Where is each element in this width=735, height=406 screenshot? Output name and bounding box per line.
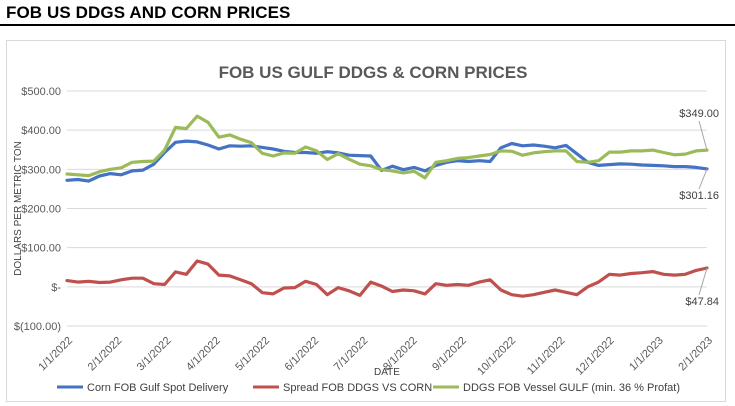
callout-leader (698, 267, 708, 296)
x-tick-label: 11/1/2022 (525, 335, 568, 378)
y-axis-ticks: $500.00 $400.00 $300.00 $200.00 $100.00 $- $(1… (14, 86, 61, 333)
y-tick-label: $100.00 (21, 243, 61, 255)
y-tick-label: $500.00 (21, 86, 61, 98)
y-tick-label: $400.00 (21, 125, 61, 137)
x-tick-label: 1/1/2023 (627, 335, 666, 374)
chart-frame: FOB US GULF DDGS & CORN PRICES $500.00 $4… (6, 40, 726, 402)
series-lines (65, 114, 709, 298)
x-tick-label: 5/1/2022 (233, 335, 272, 374)
callout-leader (698, 168, 708, 190)
y-tick-label: $200.00 (21, 204, 61, 216)
x-tick-label: 4/1/2022 (184, 335, 223, 374)
end-value-label: $47.84 (685, 296, 719, 308)
x-tick-label: 7/1/2022 (332, 335, 371, 374)
x-tick-label: 9/1/2022 (430, 335, 469, 374)
x-tick-label: 3/1/2022 (135, 335, 174, 374)
callout-leader (698, 120, 708, 151)
x-tick-label: 6/1/2022 (283, 335, 322, 374)
series-line (65, 114, 709, 180)
gridlines (67, 90, 707, 327)
x-axis-title: DATE (374, 367, 400, 378)
end-value-label: $301.16 (679, 190, 719, 202)
y-tick-label: $- (51, 282, 61, 294)
y-axis-title: DOLLARS PER METRIC TON (13, 141, 24, 276)
series-line (65, 139, 709, 183)
end-value-label: $349.00 (679, 108, 719, 120)
x-tick-label: 2/1/2022 (86, 335, 125, 374)
end-value-labels: $349.00 $301.16 $47.84 (679, 108, 719, 308)
heading-divider (0, 24, 735, 26)
chart-title: FOB US GULF DDGS & CORN PRICES (219, 63, 528, 82)
legend-label: Corn FOB Gulf Spot Delivery (87, 382, 229, 394)
page-heading: FOB US DDGS AND CORN PRICES (6, 3, 291, 22)
x-tick-label: 12/1/2022 (574, 335, 617, 378)
legend-label: DDGS FOB Vessel GULF (min. 36 % Profat) (463, 382, 680, 394)
x-tick-label: 2/1/2023 (676, 335, 715, 374)
legend-label: Spread FOB DDGS VS CORN (283, 382, 432, 394)
price-chart: FOB US GULF DDGS & CORN PRICES $500.00 $4… (13, 63, 719, 394)
legend: Corn FOB Gulf Spot Delivery Spread FOB DD… (57, 382, 680, 394)
x-tick-label: 10/1/2022 (475, 335, 518, 378)
y-tick-label: $300.00 (21, 164, 61, 176)
series-line (65, 259, 709, 298)
x-tick-label: 1/1/2022 (36, 335, 75, 374)
y-tick-label: $(100.00) (14, 321, 61, 333)
